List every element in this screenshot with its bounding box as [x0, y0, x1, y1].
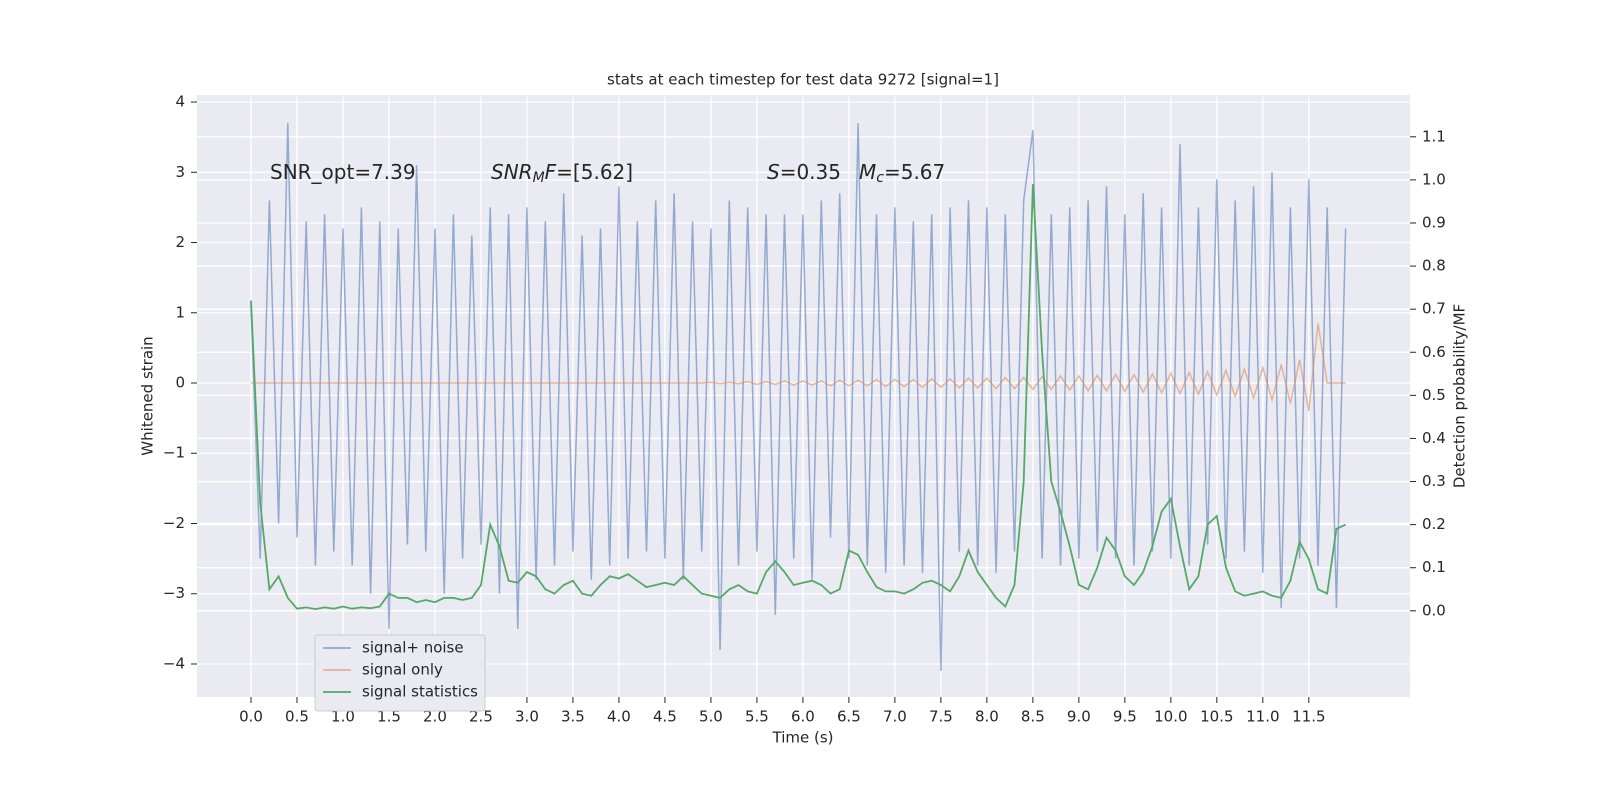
- x-tick-label: 0.0: [239, 708, 263, 726]
- y2-tick-label: 1.1: [1422, 127, 1446, 145]
- y-tick-label: 4: [175, 93, 185, 111]
- y2-tick-label: 0.7: [1422, 300, 1446, 318]
- x-tick-label: 9.0: [1067, 708, 1091, 726]
- annotation-part: =5.67: [884, 160, 945, 184]
- y2-tick-label: 0.0: [1422, 601, 1446, 619]
- y-tick-label: −2: [163, 514, 185, 532]
- x-tick-label: 7.0: [883, 708, 907, 726]
- y-tick-label: 3: [175, 163, 185, 181]
- x-tick-label: 6.5: [837, 708, 861, 726]
- y-tick-label: 0: [175, 374, 185, 392]
- annotation-part: F: [545, 160, 557, 184]
- annotation-part: M: [859, 160, 876, 184]
- y2-tick-label: 0.6: [1422, 343, 1446, 361]
- annotation: SNRMF=[5.62]: [491, 160, 633, 187]
- x-tick-label: 1.0: [331, 708, 355, 726]
- annotation-part: S: [767, 160, 780, 184]
- x-tick-label: 11.5: [1292, 708, 1325, 726]
- y2-tick-label: 0.5: [1422, 386, 1446, 404]
- y-tick-label: −3: [163, 584, 185, 602]
- legend-box: [314, 634, 486, 712]
- y2-tick-label: 0.3: [1422, 472, 1446, 490]
- series-line: [250, 123, 1347, 672]
- y-tick-label: −4: [163, 654, 185, 672]
- x-tick-label: 2.5: [469, 708, 493, 726]
- annotation-part: M: [533, 170, 545, 186]
- x-tick-label: 2.0: [423, 708, 447, 726]
- y2-tick-label: 0.2: [1422, 515, 1446, 533]
- legend-label: signal+ noise: [362, 639, 464, 657]
- y-axis-label: Whitened strain: [139, 336, 157, 455]
- x-tick-label: 10.5: [1200, 708, 1233, 726]
- y2-tick-label: 0.1: [1422, 558, 1446, 576]
- y2-axis-label: Detection probability/MF: [1451, 304, 1469, 488]
- x-tick-label: 3.5: [561, 708, 585, 726]
- x-tick-label: 5.5: [745, 708, 769, 726]
- x-tick-label: 8.5: [1021, 708, 1045, 726]
- x-tick-label: 0.5: [285, 708, 309, 726]
- series-line: [251, 323, 1346, 412]
- y2-tick-label: 1.0: [1422, 170, 1446, 188]
- x-tick-label: 4.0: [607, 708, 631, 726]
- x-tick-label: 1.5: [377, 708, 401, 726]
- x-tick-label: 9.5: [1113, 708, 1137, 726]
- annotation: SNR_opt=7.39: [270, 160, 416, 184]
- annotation: Mc=5.67: [859, 160, 945, 187]
- x-tick-label: 6.0: [791, 708, 815, 726]
- y2-tick-label: 0.4: [1422, 429, 1446, 447]
- annotation-part: SNR_opt=7.39: [270, 160, 416, 184]
- y-tick-label: 2: [175, 233, 185, 251]
- annotation-part: =0.35: [780, 160, 841, 184]
- chart-title: stats at each timestep for test data 927…: [607, 71, 999, 89]
- x-tick-label: 8.0: [975, 708, 999, 726]
- annotation: S=0.35: [767, 160, 841, 184]
- annotation-part: c: [876, 170, 884, 186]
- x-tick-label: 3.0: [515, 708, 539, 726]
- series-line: [250, 184, 1346, 611]
- x-tick-label: 4.5: [653, 708, 677, 726]
- x-tick-label: 5.0: [699, 708, 723, 726]
- y2-tick-label: 0.8: [1422, 257, 1446, 275]
- legend-label: signal statistics: [362, 683, 478, 701]
- annotation-part: SNR: [491, 160, 533, 184]
- legend-label: signal only: [362, 661, 443, 679]
- annotation-part: =[5.62]: [556, 160, 633, 184]
- x-tick-label: 7.5: [929, 708, 953, 726]
- y2-tick-label: 0.9: [1422, 213, 1446, 231]
- y-tick-label: −1: [163, 444, 185, 462]
- x-axis-label: Time (s): [772, 729, 834, 747]
- y-tick-label: 1: [175, 303, 185, 321]
- x-tick-label: 10.0: [1154, 708, 1187, 726]
- x-tick-label: 11.0: [1246, 708, 1279, 726]
